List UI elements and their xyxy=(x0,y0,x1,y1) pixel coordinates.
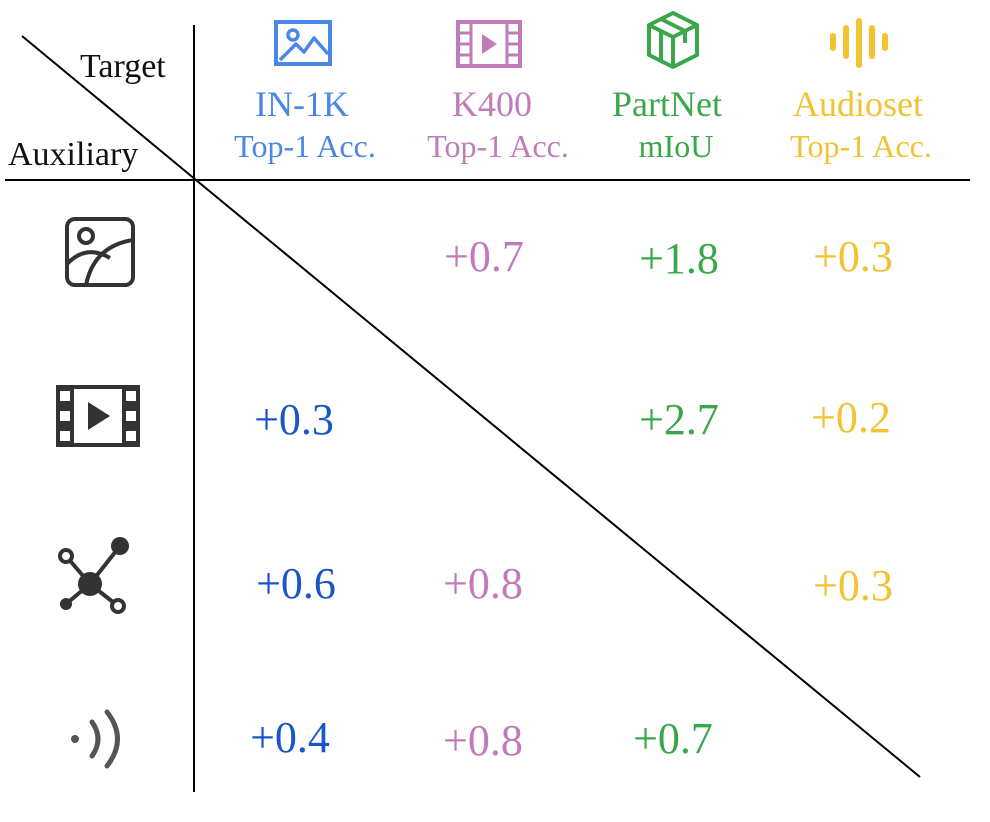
cell-image-audioset: +0.3 xyxy=(813,232,893,281)
cell-pointcloud-k400: +0.8 xyxy=(443,559,523,608)
column-metric-in1k: Top-1 Acc. xyxy=(234,128,376,164)
cell-image-k400: +0.7 xyxy=(444,232,524,281)
column-metric-audioset: Top-1 Acc. xyxy=(790,128,932,164)
column-metric-k400: Top-1 Acc. xyxy=(427,128,569,164)
main-diagonal xyxy=(195,179,921,778)
point-cloud-icon xyxy=(58,537,129,614)
image-icon xyxy=(274,20,332,66)
cell-audio-k400: +0.8 xyxy=(443,716,523,765)
column-header-audioset: Audioset xyxy=(793,84,923,124)
cell-video-audioset: +0.2 xyxy=(811,393,891,442)
video-film-icon xyxy=(456,20,522,68)
audio-signal-icon xyxy=(71,709,120,769)
cell-audio-partnet: +0.7 xyxy=(633,714,713,763)
cell-video-partnet: +2.7 xyxy=(639,395,719,444)
cell-pointcloud-audioset: +0.3 xyxy=(813,561,893,610)
column-header-in1k: IN-1K xyxy=(255,84,349,124)
video-film-icon xyxy=(56,385,140,447)
corner-diagonal xyxy=(21,35,197,181)
column-header-k400: K400 xyxy=(452,84,532,124)
cell-pointcloud-in1k: +0.6 xyxy=(256,559,336,608)
cell-image-partnet: +1.8 xyxy=(639,234,719,283)
target-label: Target xyxy=(80,48,166,85)
column-header-partnet: PartNet xyxy=(612,84,722,124)
cell-video-in1k: +0.3 xyxy=(254,395,334,444)
column-metric-partnet: mIoU xyxy=(638,128,714,164)
cell-audio-in1k: +0.4 xyxy=(250,713,330,762)
auxiliary-label: Auxiliary xyxy=(8,136,139,173)
image-icon xyxy=(65,217,135,287)
3d-cubes-icon xyxy=(647,11,699,69)
audio-waveform-icon xyxy=(830,18,888,68)
